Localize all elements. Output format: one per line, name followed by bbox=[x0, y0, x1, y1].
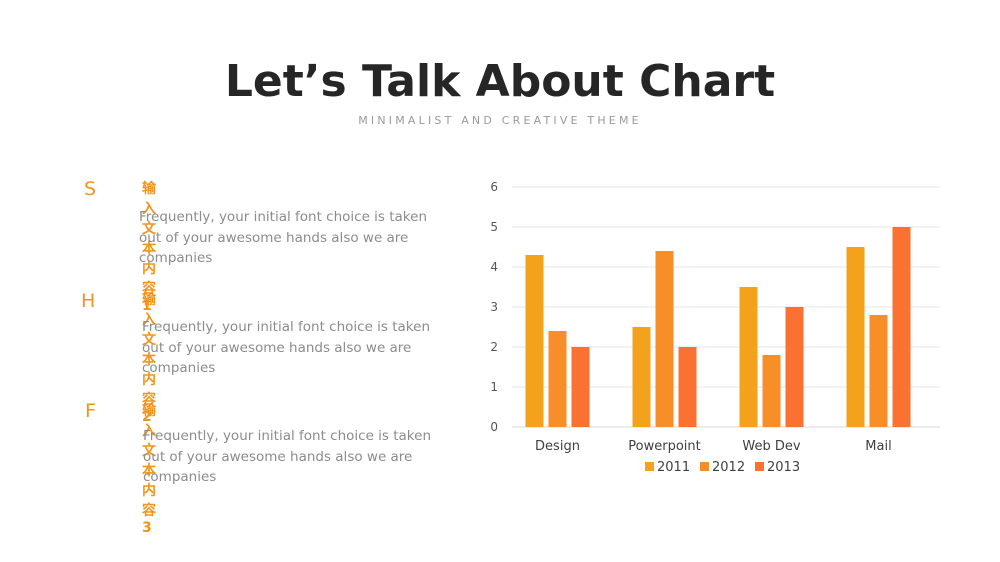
bar bbox=[892, 227, 911, 427]
bar bbox=[739, 287, 758, 427]
feature-letter: F bbox=[85, 400, 96, 422]
bar bbox=[846, 247, 865, 427]
legend-swatch bbox=[755, 462, 764, 471]
feature-letter: H bbox=[81, 290, 96, 312]
bar bbox=[869, 315, 888, 427]
y-tick-label: 5 bbox=[490, 220, 498, 234]
x-tick-label: Powerpoint bbox=[628, 439, 700, 454]
bar bbox=[571, 347, 590, 427]
bar bbox=[785, 307, 804, 427]
feature-heading: 输入文本内容 1 bbox=[142, 181, 156, 314]
legend-swatch bbox=[700, 462, 709, 471]
legend-label: 2013 bbox=[767, 460, 800, 475]
bar bbox=[632, 327, 651, 427]
y-tick-label: 4 bbox=[490, 260, 498, 274]
x-tick-label: Web Dev bbox=[742, 439, 800, 454]
bar-chart: 0 1 2 3 4 5 6 Design Powerpoint Web Dev Mail 2011 20… bbox=[490, 180, 940, 475]
bar bbox=[525, 255, 544, 427]
bar bbox=[655, 251, 674, 427]
x-tick-label: Design bbox=[535, 439, 580, 454]
feature-description: Frequently, your initial font choice is … bbox=[142, 319, 431, 376]
y-tick-label: 6 bbox=[490, 180, 498, 194]
page-subtitle: MINIMALIST AND CREATIVE THEME bbox=[358, 114, 642, 127]
feature-heading: 输入文本内容 3 bbox=[142, 403, 156, 536]
feature-letter: S bbox=[84, 178, 97, 200]
legend-label: 2011 bbox=[657, 460, 690, 475]
y-tick-label: 2 bbox=[490, 340, 498, 354]
y-tick-label: 1 bbox=[490, 380, 498, 394]
legend-label: 2012 bbox=[712, 460, 745, 475]
legend-swatch bbox=[645, 462, 654, 471]
feature-description: Frequently, your initial font choice is … bbox=[143, 428, 432, 485]
y-tick-label: 3 bbox=[490, 300, 498, 314]
feature-heading: 输入文本内容 2 bbox=[142, 292, 156, 425]
page-title: Let’s Talk About Chart bbox=[224, 56, 776, 107]
x-tick-label: Mail bbox=[865, 439, 891, 454]
bar bbox=[762, 355, 781, 427]
feature-description: Frequently, your initial font choice is … bbox=[139, 209, 428, 266]
y-tick-label: 0 bbox=[490, 420, 498, 434]
bar bbox=[678, 347, 697, 427]
bar bbox=[548, 331, 567, 427]
